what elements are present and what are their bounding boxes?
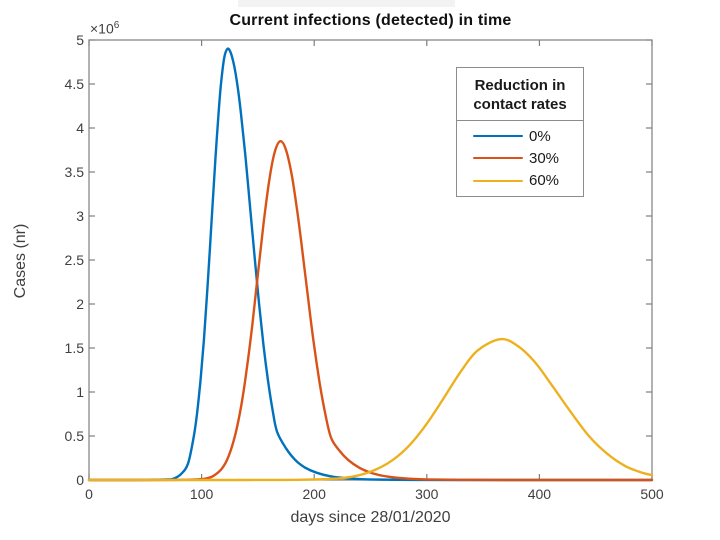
legend: Reduction in contact rates 0% 30% 60%: [456, 67, 584, 197]
y-axis-label: Cases (nr): [12, 223, 29, 299]
series-line-60%: [87, 337, 654, 482]
legend-item-label: 30%: [529, 149, 560, 167]
legend-item: 60%: [457, 172, 583, 189]
y-tick-label: 3: [76, 208, 84, 224]
y-axis-multiplier-base: ×10: [90, 20, 114, 37]
legend-line-sample: [473, 135, 523, 138]
legend-title-line-1: Reduction in: [474, 77, 566, 94]
legend-item-label: 60%: [529, 172, 560, 190]
x-tick-label: 0: [85, 486, 93, 502]
y-tick-label: 4.5: [64, 76, 84, 92]
y-tick-label: 2: [76, 296, 84, 312]
legend-item: 30%: [457, 150, 583, 167]
legend-item-label: 0%: [529, 127, 551, 145]
y-tick-label: 0.5: [64, 428, 84, 444]
legend-title: Reduction in contact rates: [457, 68, 583, 120]
y-tick-label: 2.5: [64, 252, 84, 268]
x-tick-label: 300: [415, 486, 439, 502]
y-tick-label: 1: [76, 384, 84, 400]
y-axis-exponent-label: ×106: [90, 20, 119, 37]
top-strip: [238, 0, 455, 7]
x-axis-label: days since 28/01/2020: [290, 509, 451, 526]
x-tick-label: 400: [527, 486, 552, 502]
legend-item: 0%: [457, 128, 583, 145]
legend-line-sample: [473, 179, 523, 182]
series-line-30%: [87, 140, 654, 482]
x-tick-label: 100: [189, 486, 214, 502]
legend-separator: [457, 120, 583, 121]
y-tick-label: 1.5: [64, 340, 84, 356]
x-tick-label: 500: [640, 486, 664, 502]
y-tick-label: 5: [76, 32, 84, 48]
legend-title-line-2: contact rates: [473, 96, 567, 113]
y-axis-multiplier-exponent: 6: [113, 20, 120, 31]
y-tick-label: 4: [76, 120, 84, 136]
x-tick-label: 200: [302, 486, 326, 502]
legend-items: 0% 30% 60%: [457, 121, 583, 196]
legend-line-sample: [473, 157, 523, 160]
y-tick-label: 3.5: [64, 164, 84, 180]
chart-title: Current infections (detected) in time: [229, 12, 512, 29]
series-line-0%: [87, 47, 654, 482]
y-tick-label: 0: [76, 472, 84, 488]
